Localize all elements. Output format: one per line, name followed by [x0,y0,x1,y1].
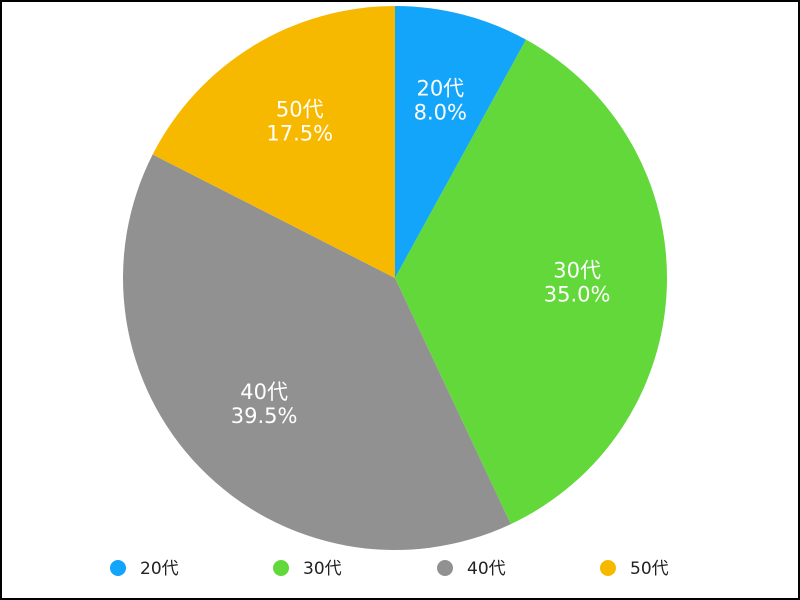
legend-marker [110,560,126,576]
slice-category: 40代 [240,380,288,404]
slice-category: 50代 [276,98,324,122]
slice-category: 20代 [416,76,464,100]
pie-slice [395,6,527,278]
slice-category: 30代 [553,259,601,283]
legend-label: 40代 [467,559,506,579]
legend-marker [437,560,453,576]
legend-label: 50代 [630,559,669,579]
slice-value: 39.5% [231,404,298,428]
pie-slice [123,154,511,550]
legend-label: 30代 [303,559,342,579]
pie-slice [395,39,668,525]
slice-value: 35.0% [544,283,611,307]
legend-marker [273,560,289,576]
slice-value: 17.5% [266,122,333,146]
legend-label: 20代 [140,559,179,579]
legend-marker [600,560,616,576]
pie-slice [152,6,395,278]
slice-value: 8.0% [414,100,467,124]
